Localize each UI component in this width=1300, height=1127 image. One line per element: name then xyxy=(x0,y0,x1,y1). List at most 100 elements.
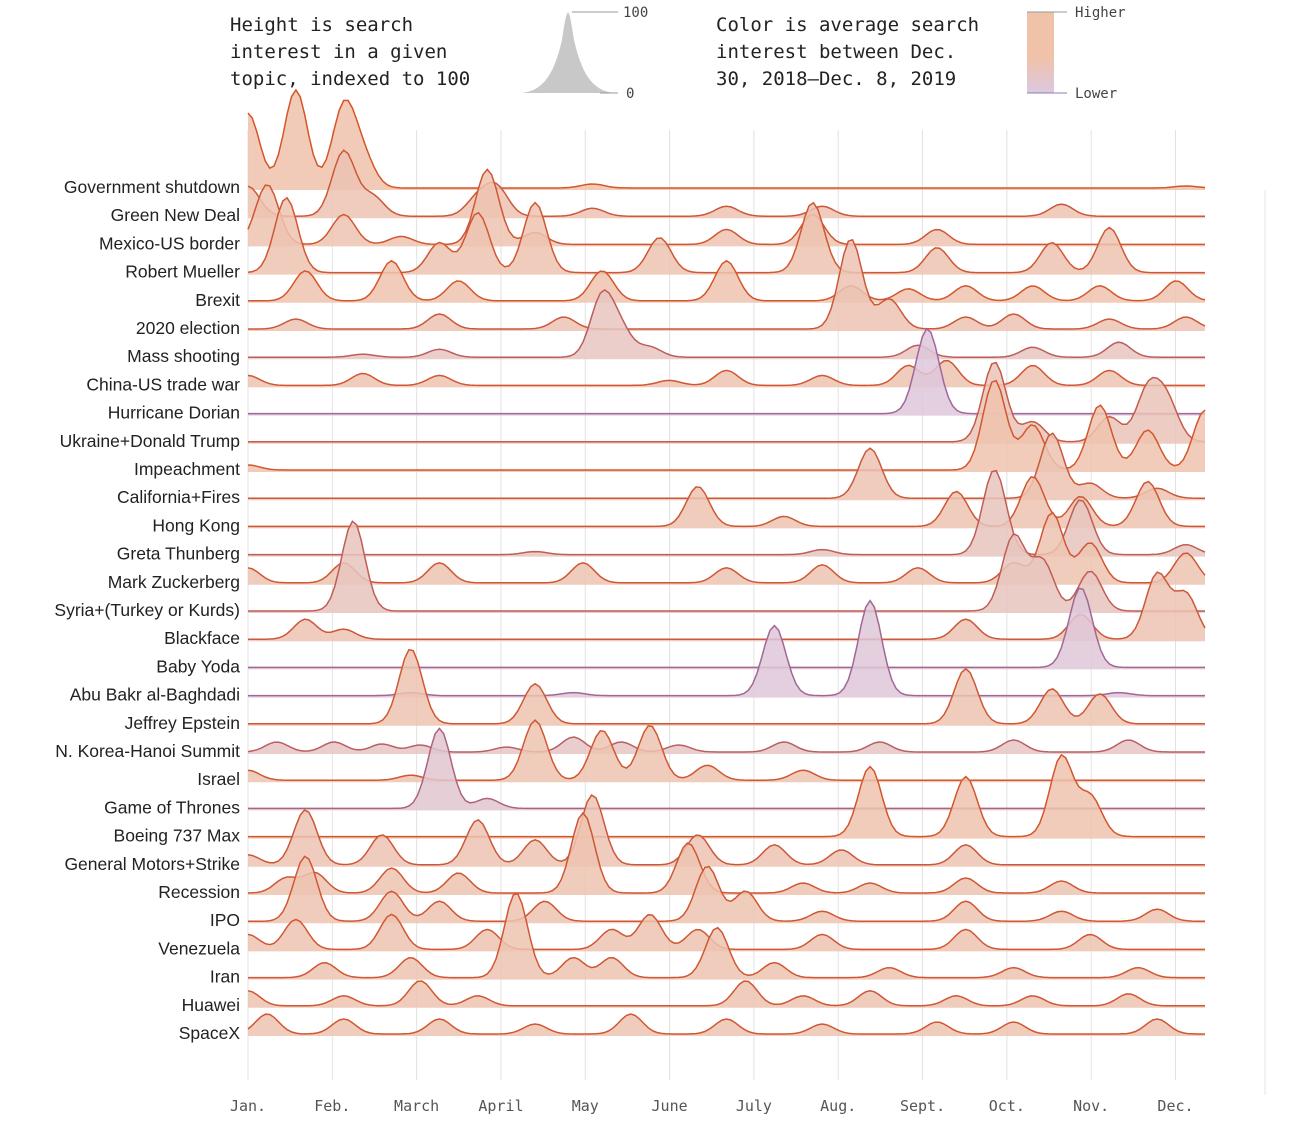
topic-label: Baby Yoda xyxy=(156,656,240,676)
month-label: April xyxy=(478,1097,523,1115)
month-label: Sept. xyxy=(900,1097,945,1115)
topic-label: Robert Mueller xyxy=(125,262,240,282)
topic-label: Hurricane Dorian xyxy=(108,403,240,423)
ridge-line xyxy=(248,571,1206,640)
month-label: Jan. xyxy=(230,1097,266,1115)
color-low-label: Lower xyxy=(1075,86,1117,102)
topic-label: IPO xyxy=(210,910,240,930)
ridge-line xyxy=(248,238,1206,330)
topic-label: Venezuela xyxy=(158,938,240,958)
topic-label: Huawei xyxy=(182,995,240,1015)
topic-labels: Government shutdown Green New Deal Mexico-… xyxy=(54,177,240,1043)
topic-label: Iran xyxy=(210,967,240,987)
ridge-area xyxy=(248,728,1205,811)
topic-label: Mark Zuckerberg xyxy=(108,572,240,592)
ridge-area xyxy=(248,754,1205,839)
topic-label: Syria+(Turkey or Kurds) xyxy=(54,600,240,620)
topic-label: California+Fires xyxy=(117,487,240,507)
topic-label: Impeachment xyxy=(134,459,240,479)
ridge-area xyxy=(248,1014,1205,1036)
topic-label: Blackface xyxy=(164,628,240,648)
topic-label: Greta Thunberg xyxy=(117,544,240,564)
topic-label: N. Korea-Hanoi Summit xyxy=(55,741,240,761)
ridge-line xyxy=(247,359,1205,387)
topic-label: SpaceX xyxy=(179,1023,241,1043)
month-label: Oct. xyxy=(989,1097,1025,1115)
topic-label: Government shutdown xyxy=(64,177,240,197)
topic-label: Recession xyxy=(158,882,240,902)
height-legend-graphic: 100 0 xyxy=(520,5,648,102)
ridge-line xyxy=(247,511,1206,584)
ridge-area xyxy=(248,197,1205,275)
month-label: July xyxy=(736,1097,772,1115)
ridge-area xyxy=(248,90,1205,190)
topic-label: Brexit xyxy=(195,290,240,310)
color-legend-graphic: Higher Lower xyxy=(1027,5,1126,102)
topic-label: Israel xyxy=(197,769,240,789)
ridge-area xyxy=(248,380,1205,472)
ridge-line xyxy=(248,259,1206,302)
ridge-area xyxy=(248,289,1205,360)
ridge-line xyxy=(248,892,1205,979)
ridge-line xyxy=(248,432,1205,499)
ridge-line xyxy=(248,361,1206,443)
topic-label: Boeing 737 Max xyxy=(114,826,241,846)
topic-label: Ukraine+Donald Trump xyxy=(60,431,240,451)
color-high-label: Higher xyxy=(1075,5,1126,21)
ridge-line xyxy=(248,855,1205,922)
ridge-area xyxy=(248,649,1205,726)
ridge-line xyxy=(247,719,1205,781)
ridge-area xyxy=(248,169,1205,247)
topic-label: Mass shooting xyxy=(127,346,240,366)
ridge-line xyxy=(247,793,1205,866)
color-scale-bar xyxy=(1027,12,1054,93)
month-label: Feb. xyxy=(314,1097,350,1115)
height-legend-text: Height is search interest in a given top… xyxy=(230,14,471,90)
ridge-area xyxy=(248,572,1205,642)
color-legend-text: Color is average search interest between… xyxy=(716,14,980,90)
height-max-label: 100 xyxy=(623,5,648,21)
ridge-line xyxy=(247,811,1205,894)
month-label: March xyxy=(394,1097,439,1115)
ridge-area xyxy=(248,477,1205,529)
topic-label: Hong Kong xyxy=(152,515,240,535)
month-label: June xyxy=(652,1097,688,1115)
topic-label: China-US trade war xyxy=(86,374,240,394)
month-label: Dec. xyxy=(1157,1097,1193,1115)
ridges xyxy=(247,88,1206,1036)
ridge-area xyxy=(248,914,1205,952)
ridge-line xyxy=(248,327,1205,415)
ridge-line xyxy=(248,476,1205,528)
ridge-area xyxy=(248,795,1205,867)
ridge-line xyxy=(248,520,1205,612)
ridge-line xyxy=(247,88,1206,189)
ridge-line xyxy=(248,648,1205,725)
height-sample-shape xyxy=(520,12,616,93)
ridge-area xyxy=(248,521,1205,613)
ridge-line xyxy=(248,753,1205,838)
topic-label: 2020 election xyxy=(136,318,240,338)
topic-label: General Motors+Strike xyxy=(64,854,240,874)
ridge-line xyxy=(247,1013,1205,1035)
ridge-area xyxy=(248,260,1205,303)
month-axis: Jan. Feb. March April May June July Aug. Sept. Oc… xyxy=(230,1097,1194,1115)
ridge-line xyxy=(247,168,1205,246)
topic-label: Abu Bakr al-Baghdadi xyxy=(70,685,240,705)
topic-label: Jeffrey Epstein xyxy=(125,713,240,733)
height-min-label: 0 xyxy=(626,86,634,102)
ridge-area xyxy=(248,893,1205,980)
ridge-area xyxy=(248,737,1205,754)
ridge-area xyxy=(248,239,1205,331)
ridge-line xyxy=(247,980,1205,1007)
ridge-area xyxy=(248,981,1205,1008)
ridge-area xyxy=(248,856,1205,924)
ridge-area xyxy=(248,150,1205,219)
month-label: Aug. xyxy=(820,1097,856,1115)
month-label: May xyxy=(572,1097,599,1115)
ridge-line xyxy=(248,288,1205,358)
topic-label: Game of Thrones xyxy=(104,797,240,817)
month-label: Nov. xyxy=(1073,1097,1109,1115)
topic-label: Green New Deal xyxy=(111,205,240,225)
ridge-line xyxy=(247,736,1205,753)
